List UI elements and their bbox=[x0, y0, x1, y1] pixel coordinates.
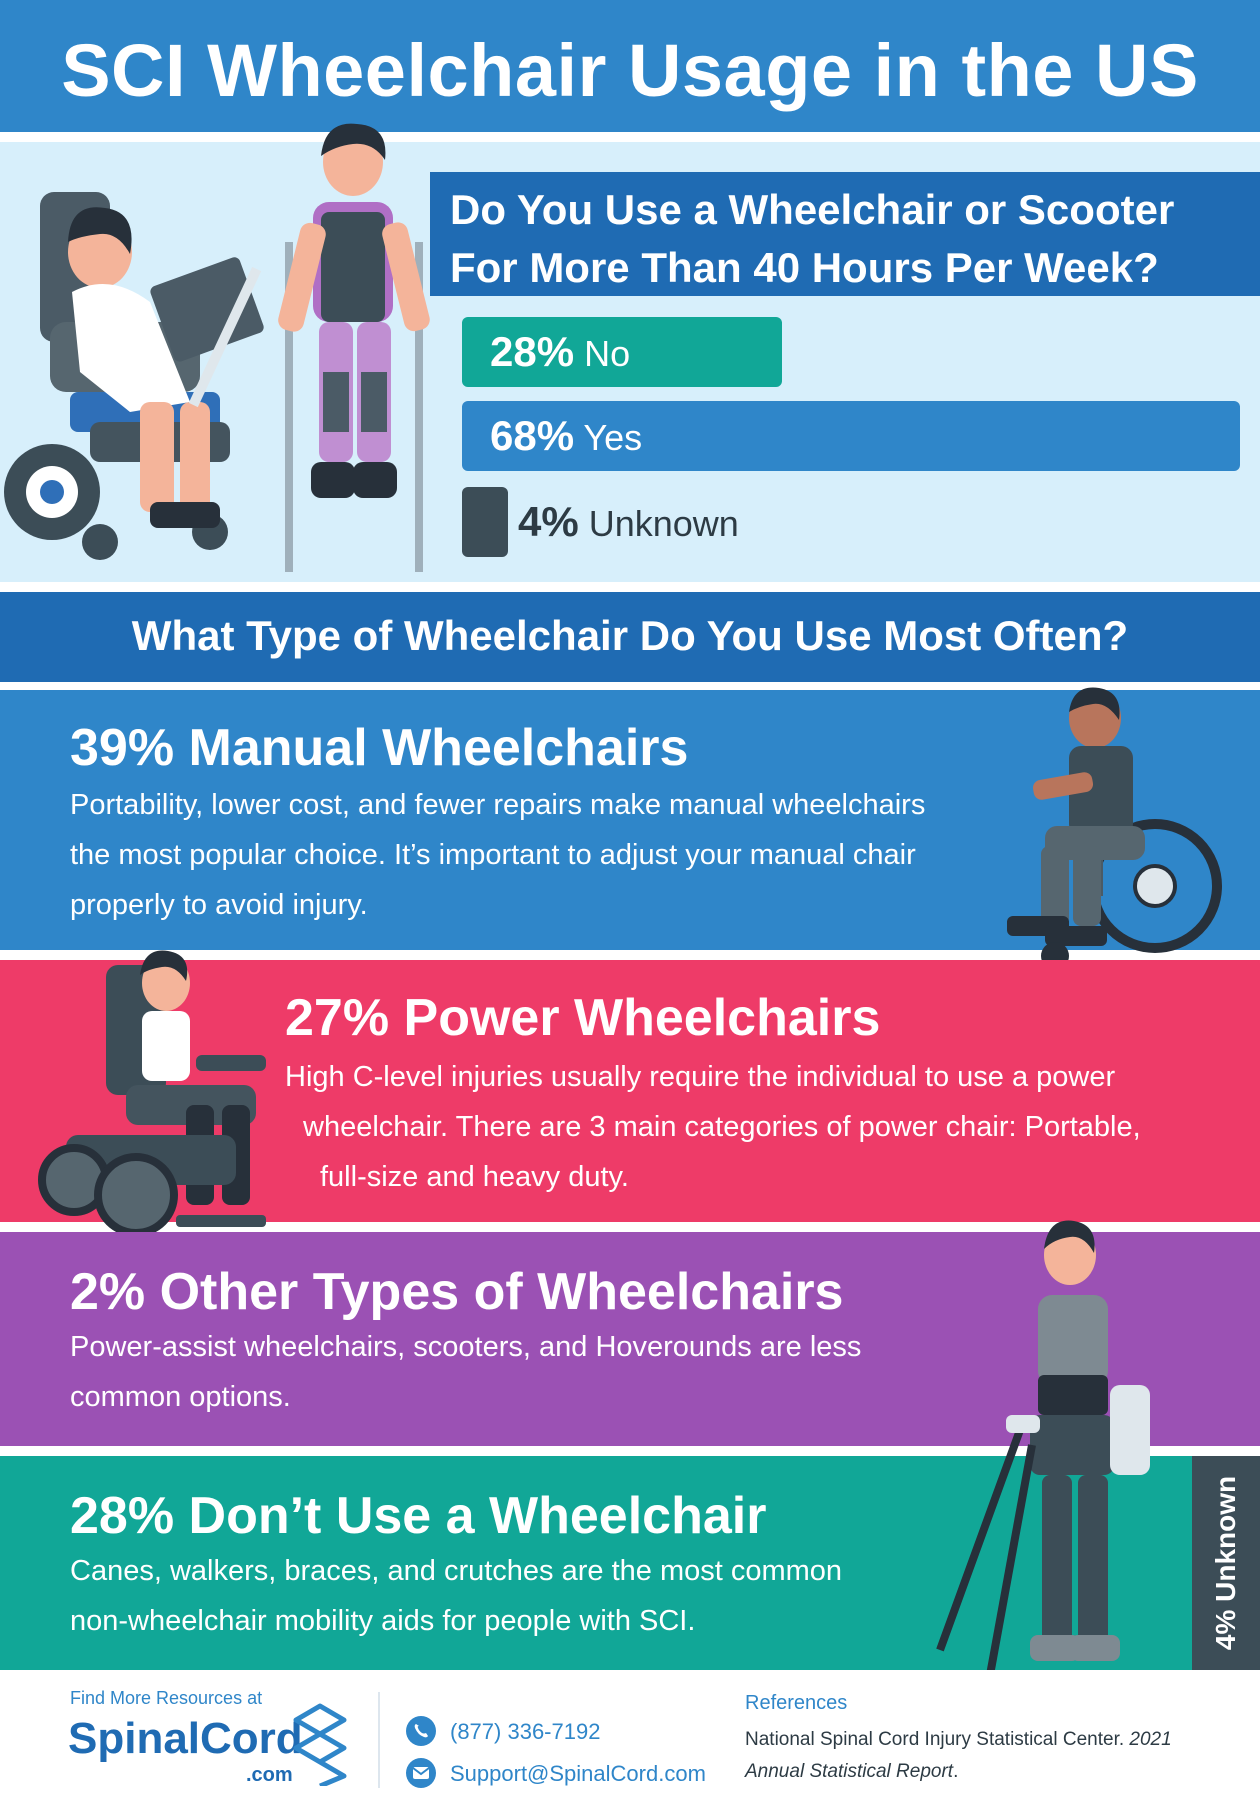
reference-end: . bbox=[953, 1761, 959, 1782]
logo-wordmark[interactable]: SpinalCord bbox=[68, 1714, 303, 1763]
power-line-3: full-size and heavy duty. bbox=[320, 1161, 629, 1193]
bar-unknown-percent: 4% bbox=[518, 498, 579, 545]
power-heading: 27% Power Wheelchairs bbox=[285, 989, 881, 1047]
manual-heading: 39% Manual Wheelchairs bbox=[70, 719, 689, 777]
power-line-2: wheelchair. There are 3 main categories … bbox=[303, 1111, 1141, 1143]
bar-no-label: 28% No bbox=[490, 317, 630, 387]
find-more-text: Find More Resources at bbox=[70, 1688, 263, 1708]
phone-icon bbox=[406, 1716, 436, 1746]
question-2-band: What Type of Wheelchair Do You Use Most … bbox=[0, 592, 1260, 682]
man-exoskeleton-crutches-illustration bbox=[936, 1220, 1150, 1676]
power-line-1: High C-level injuries usually require th… bbox=[285, 1061, 1116, 1093]
question-1-line-2: For More Than 40 Hours Per Week? bbox=[450, 244, 1159, 291]
logo-suffix: .com bbox=[246, 1764, 293, 1786]
phone-number[interactable]: (877) 336-7192 bbox=[450, 1719, 601, 1744]
email-icon bbox=[406, 1758, 436, 1788]
none-line-2: non-wheelchair mobility aids for people … bbox=[70, 1605, 696, 1637]
other-heading: 2% Other Types of Wheelchairs bbox=[70, 1263, 844, 1321]
other-line-2: common options. bbox=[70, 1381, 291, 1413]
bar-no bbox=[462, 317, 782, 387]
spinalcord-logo-mark-icon bbox=[293, 1703, 347, 1786]
category-manual: 39% Manual Wheelchairs Portability, lowe… bbox=[0, 690, 1260, 950]
bar-no-percent: 28% bbox=[490, 328, 575, 375]
survey-section: Do You Use a Wheelchair or Scooter For M… bbox=[0, 123, 1260, 582]
reference-text: National Spinal Cord Injury Statistical … bbox=[745, 1729, 1125, 1750]
man-exoskeleton-illustration bbox=[278, 123, 430, 572]
man-manual-wheelchair-illustration bbox=[1007, 687, 1222, 970]
footer: Find More Resources at SpinalCord .com (… bbox=[0, 1670, 1260, 1800]
bar-unknown-label: 4% Unknown bbox=[518, 487, 739, 557]
none-heading: 28% Don’t Use a Wheelchair bbox=[70, 1487, 767, 1545]
unknown-side-label: 4% Unknown bbox=[1210, 1475, 1241, 1651]
question-1-box: Do You Use a Wheelchair or Scooter For M… bbox=[430, 172, 1260, 296]
references-title: References bbox=[745, 1692, 848, 1714]
manual-line-1: Portability, lower cost, and fewer repai… bbox=[70, 789, 926, 821]
manual-line-2: the most popular choice. It’s important … bbox=[70, 839, 916, 871]
woman-power-wheelchair-illustration-2 bbox=[38, 950, 266, 1235]
unknown-side-strip: 4% Unknown bbox=[1192, 1456, 1260, 1670]
other-line-1: Power-assist wheelchairs, scooters, and … bbox=[70, 1331, 862, 1363]
bar-yes-text: Yes bbox=[583, 417, 643, 458]
references-body: National Spinal Cord Injury Statistical … bbox=[745, 1724, 1225, 1788]
bar-yes-label: 68% Yes bbox=[490, 401, 642, 471]
bar-no-text: No bbox=[584, 333, 631, 374]
bar-yes-percent: 68% bbox=[490, 412, 575, 459]
question-2-title: What Type of Wheelchair Do You Use Most … bbox=[131, 612, 1129, 659]
bar-unknown bbox=[462, 487, 508, 557]
reference-italic-title: Annual Statistical Report bbox=[745, 1761, 954, 1782]
reference-italic-year: 2021 bbox=[1129, 1729, 1172, 1750]
footer-divider bbox=[378, 1692, 380, 1788]
woman-power-wheelchair-illustration bbox=[4, 192, 264, 560]
bar-yes bbox=[462, 401, 1240, 471]
manual-line-3: properly to avoid injury. bbox=[70, 889, 368, 921]
question-1-line-1: Do You Use a Wheelchair or Scooter bbox=[450, 186, 1175, 233]
title-band: SCI Wheelchair Usage in the US bbox=[0, 0, 1260, 132]
email-address[interactable]: Support@SpinalCord.com bbox=[450, 1761, 706, 1786]
bar-unknown-text: Unknown bbox=[588, 503, 739, 544]
page-title: SCI Wheelchair Usage in the US bbox=[61, 29, 1199, 112]
none-line-1: Canes, walkers, braces, and crutches are… bbox=[70, 1555, 843, 1587]
